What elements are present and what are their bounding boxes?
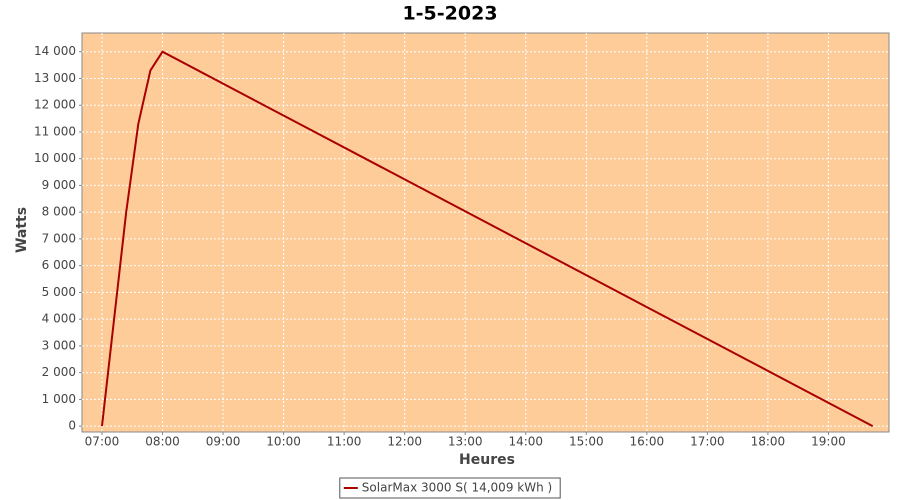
plot-area — [81, 32, 890, 433]
y-tick-label: 4 000 — [42, 312, 76, 326]
x-tick-label: 09:00 — [206, 435, 241, 449]
series-line — [100, 50, 874, 428]
x-tick-label: 15:00 — [569, 435, 604, 449]
y-tick-label: 1 000 — [42, 392, 76, 406]
x-tick-label: 12:00 — [387, 435, 422, 449]
y-tick-label: 10 000 — [34, 151, 76, 165]
chart-title: 1-5-2023 — [402, 3, 497, 25]
x-axis-label: Heures — [459, 452, 515, 468]
x-tick-label: 19:00 — [811, 435, 846, 449]
y-tick-label: 11 000 — [34, 124, 76, 138]
y-tick-label: 13 000 — [34, 71, 76, 85]
x-tick-label: 10:00 — [266, 435, 301, 449]
x-tick-label: 17:00 — [690, 435, 725, 449]
y-tick-label: 7 000 — [42, 231, 76, 245]
x-tick-label: 14:00 — [508, 435, 543, 449]
x-tick-label: 16:00 — [630, 435, 665, 449]
y-tick-label: 12 000 — [34, 98, 76, 112]
x-tick-label: 08:00 — [145, 435, 180, 449]
y-tick-label: 0 — [68, 419, 76, 433]
y-tick-label: 8 000 — [42, 205, 76, 219]
y-tick-label: 5 000 — [42, 285, 76, 299]
x-tick-label: 07:00 — [85, 435, 120, 449]
y-tick-label: 9 000 — [42, 178, 76, 192]
legend: SolarMax 3000 S( 14,009 kWh ) — [339, 477, 561, 499]
x-tick-label: 18:00 — [751, 435, 786, 449]
y-tick-label: 2 000 — [42, 365, 76, 379]
y-tick-label: 3 000 — [42, 338, 76, 352]
x-tick-label: 13:00 — [448, 435, 483, 449]
x-tick-label: 11:00 — [327, 435, 362, 449]
y-tick-label: 14 000 — [34, 44, 76, 58]
legend-label: SolarMax 3000 S( 14,009 kWh ) — [362, 481, 552, 495]
y-axis-label: Watts — [14, 207, 30, 253]
y-tick-label: 6 000 — [42, 258, 76, 272]
legend-box — [339, 477, 561, 499]
